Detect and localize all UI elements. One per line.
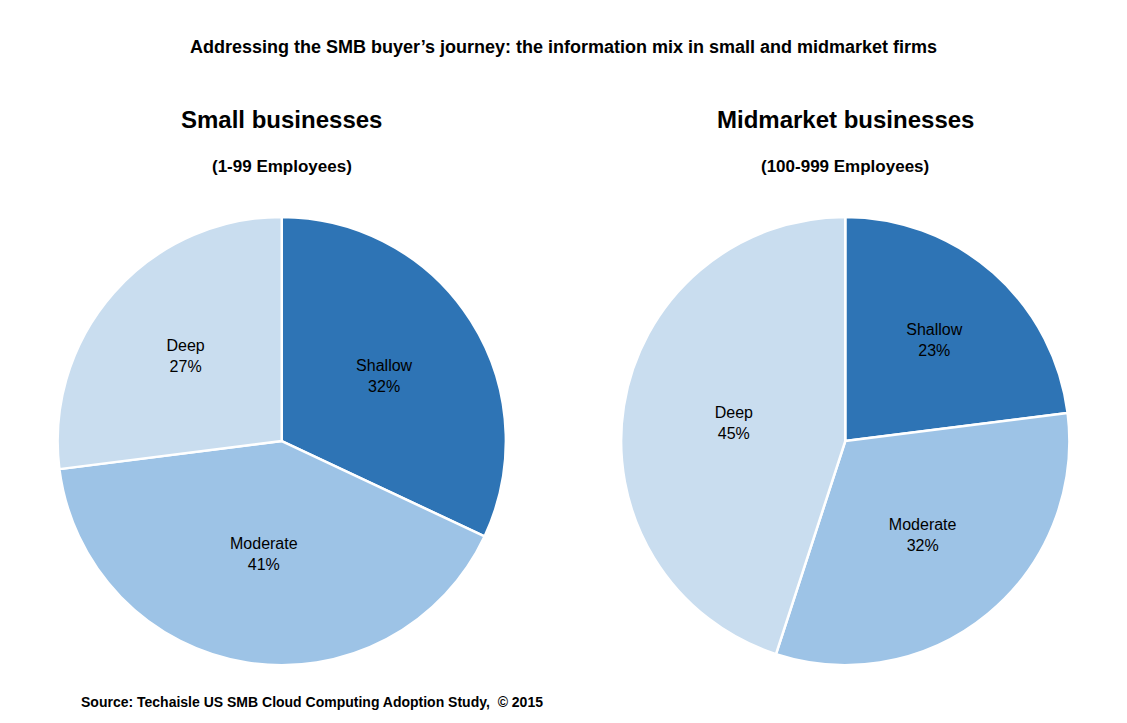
svg-text:Deep27%: Deep27% bbox=[167, 337, 205, 375]
svg-text:Moderate32%: Moderate32% bbox=[889, 516, 957, 554]
svg-text:Midmarket businesses: Midmarket businesses bbox=[717, 106, 974, 133]
svg-text:Shallow23%: Shallow23% bbox=[906, 321, 962, 359]
svg-text:Deep45%: Deep45% bbox=[715, 404, 753, 442]
svg-text:Moderate41%: Moderate41% bbox=[230, 535, 298, 573]
svg-text:Small businesses: Small businesses bbox=[181, 106, 382, 133]
svg-text:Source: Techaisle US SMB Cloud: Source: Techaisle US SMB Cloud Computing… bbox=[81, 694, 543, 710]
svg-text:Addressing the SMB buyer’s jou: Addressing the SMB buyer’s journey: the … bbox=[190, 37, 937, 57]
svg-text:(100-999 Employees): (100-999 Employees) bbox=[761, 157, 929, 176]
svg-text:(1-99 Employees): (1-99 Employees) bbox=[212, 157, 352, 176]
svg-text:Shallow32%: Shallow32% bbox=[356, 357, 412, 395]
